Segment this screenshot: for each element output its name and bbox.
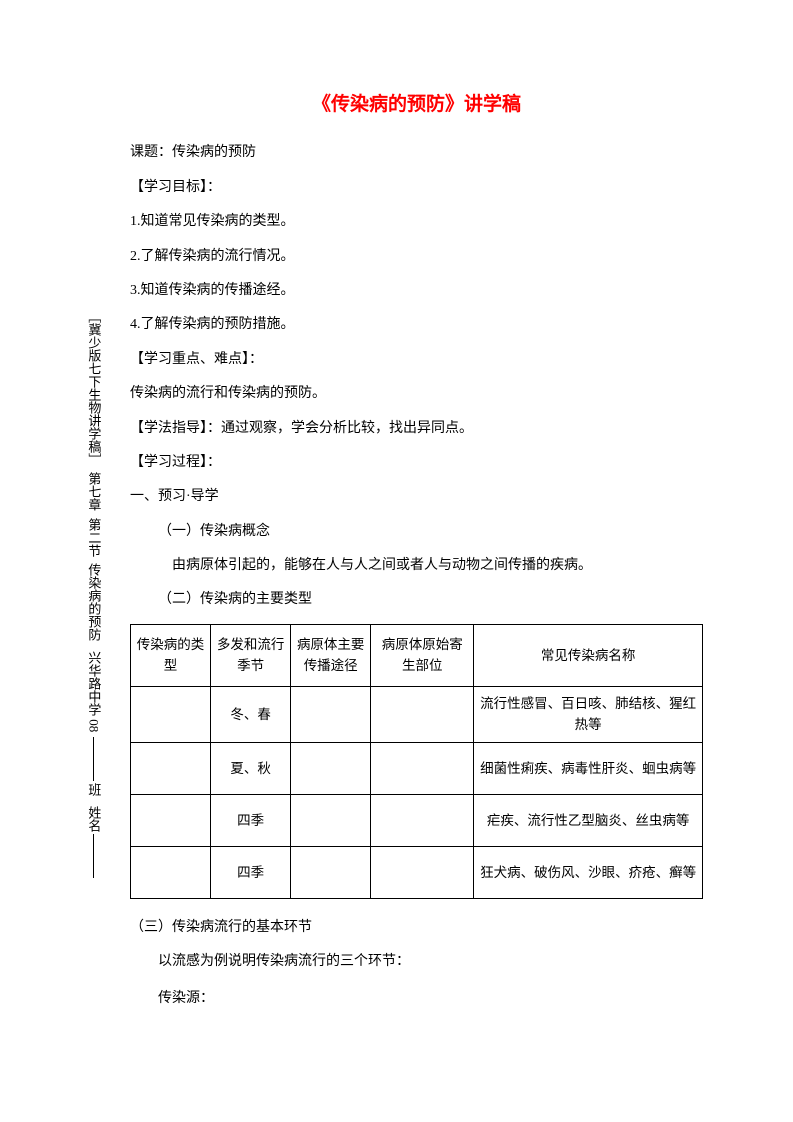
subsection-1: （一）传染病概念 <box>130 521 703 543</box>
objective-4: 4.了解传染病的预防措施。 <box>130 314 703 336</box>
table-header-cell: 病原体原始寄生部位 <box>371 624 474 686</box>
table-cell <box>291 686 371 742</box>
table-cell: 狂犬病、破伤风、沙眼、疥疮、癣等 <box>474 847 703 899</box>
table-cell: 细菌性痢疾、病毒性肝炎、蛔虫病等 <box>474 743 703 795</box>
concept-text: 由病原体引起的，能够在人与人之间或者人与动物之间传播的疾病。 <box>130 555 703 577</box>
disease-types-table: 传染病的类型 多发和流行季节 病原体主要传播途径 病原体原始寄生部位 常见传染病… <box>130 624 703 899</box>
subsection-3: （三）传染病流行的基本环节 <box>130 917 703 939</box>
table-header-cell: 常见传染病名称 <box>474 624 703 686</box>
table-cell <box>371 847 474 899</box>
table-cell: 流行性感冒、百日咳、肺结核、猩红热等 <box>474 686 703 742</box>
table-cell <box>131 847 211 899</box>
table-cell <box>131 743 211 795</box>
table-row: 夏、秋 细菌性痢疾、病毒性肝炎、蛔虫病等 <box>131 743 703 795</box>
table-cell <box>371 686 474 742</box>
table-row: 四季 疟疾、流行性乙型脑炎、丝虫病等 <box>131 795 703 847</box>
table-cell <box>291 847 371 899</box>
document-title: 《传染病的预防》讲学稿 <box>130 90 703 120</box>
table-cell <box>371 795 474 847</box>
infection-source: 传染源： <box>130 988 703 1010</box>
table-cell: 冬、春 <box>211 686 291 742</box>
table-row: 四季 狂犬病、破伤风、沙眼、疥疮、癣等 <box>131 847 703 899</box>
table-header-cell: 多发和流行季节 <box>211 624 291 686</box>
table-cell: 四季 <box>211 795 291 847</box>
table-header-cell: 传染病的类型 <box>131 624 211 686</box>
table-cell: 四季 <box>211 847 291 899</box>
table-cell: 疟疾、流行性乙型脑炎、丝虫病等 <box>474 795 703 847</box>
section-1: 一、预习·导学 <box>130 486 703 508</box>
table-cell <box>131 795 211 847</box>
table-cell <box>131 686 211 742</box>
objective-3: 3.知道传染病的传播途经。 <box>130 280 703 302</box>
table-cell <box>291 795 371 847</box>
topic-line: 课题：传染病的预防 <box>130 142 703 164</box>
table-header-cell: 病原体主要传播途径 <box>291 624 371 686</box>
method-heading: 【学法指导】：通过观察，学会分析比较，找出异同点。 <box>130 418 703 440</box>
table-header-row: 传染病的类型 多发和流行季节 病原体主要传播途径 病原体原始寄生部位 常见传染病… <box>131 624 703 686</box>
objective-2: 2.了解传染病的流行情况。 <box>130 246 703 268</box>
process-heading: 【学习过程】： <box>130 452 703 474</box>
table-row: 冬、春 流行性感冒、百日咳、肺结核、猩红热等 <box>131 686 703 742</box>
page: 《传染病的预防》讲学稿 课题：传染病的预防 【学习目标】： 1.知道常见传染病的… <box>0 0 793 1122</box>
table-cell <box>291 743 371 795</box>
objective-1: 1.知道常见传染病的类型。 <box>130 211 703 233</box>
table-cell <box>371 743 474 795</box>
objectives-heading: 【学习目标】： <box>130 177 703 199</box>
keypoints-heading: 【学习重点、难点】： <box>130 349 703 371</box>
subsection-2: （二）传染病的主要类型 <box>130 589 703 611</box>
keypoints-text: 传染病的流行和传染病的预防。 <box>130 383 703 405</box>
example-intro: 以流感为例说明传染病流行的三个环节： <box>130 951 703 973</box>
table-cell: 夏、秋 <box>211 743 291 795</box>
